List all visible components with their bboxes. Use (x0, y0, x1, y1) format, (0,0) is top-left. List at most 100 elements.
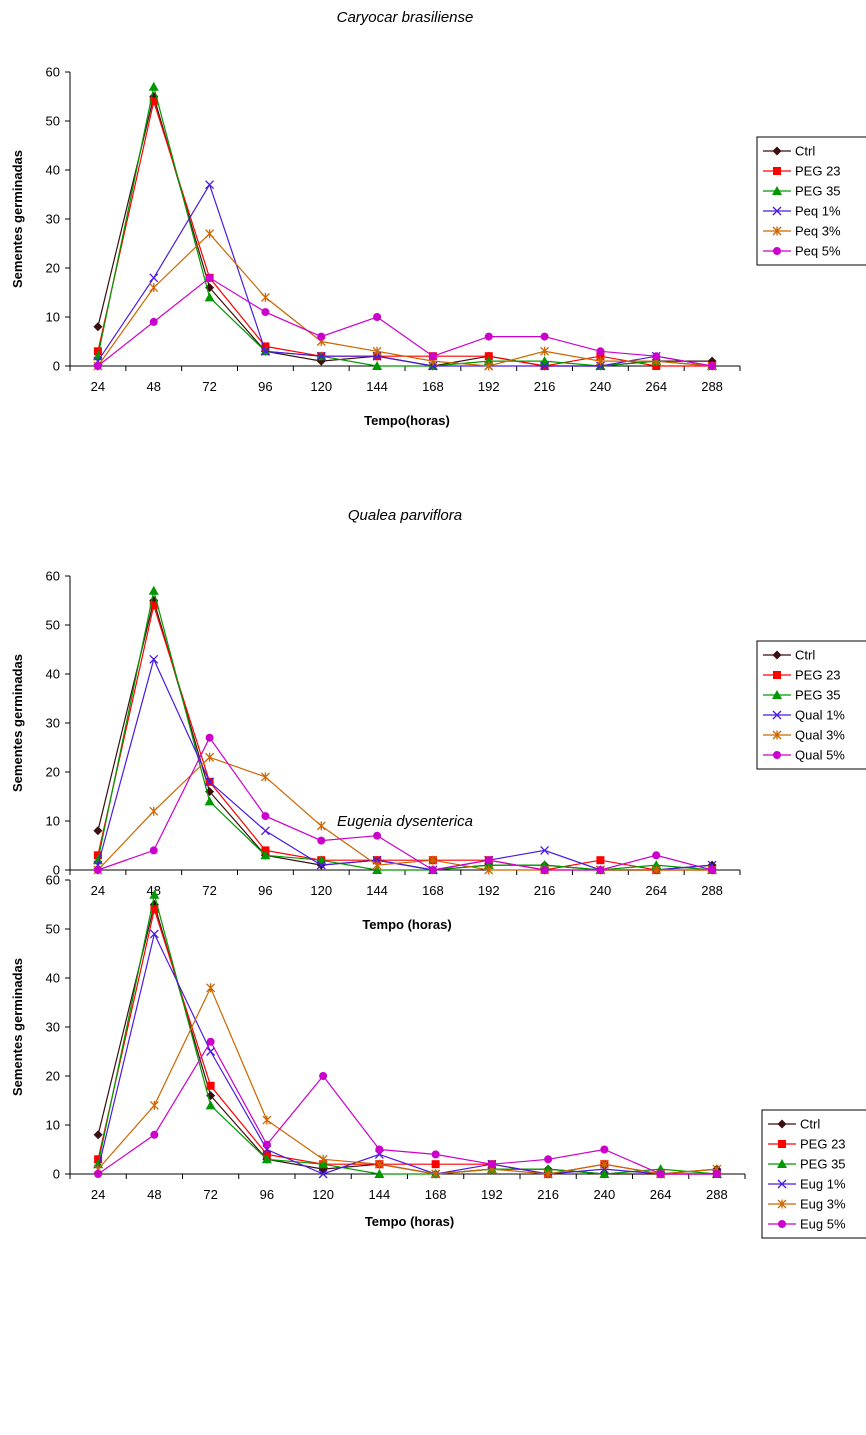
data-point (149, 317, 158, 326)
series-ctrl (93, 900, 722, 1179)
data-point (484, 865, 494, 875)
data-point (93, 322, 103, 332)
data-point (373, 831, 382, 840)
x-axis-label: Tempo(horas) (364, 413, 450, 428)
x-tick-label: 216 (534, 379, 556, 394)
legend: Ctrl PEG 23 PEG 35 Qual 1% Qual 3% Qual 5% (756, 640, 866, 770)
data-point (149, 654, 159, 664)
data-point (652, 362, 661, 370)
data-point (600, 1145, 609, 1154)
data-point (544, 1155, 553, 1164)
legend: Ctrl PEG 23 PEG 35 Peq 1% Peq 3% Peq 5% (756, 136, 866, 266)
series-line (97, 736, 713, 871)
data-point (540, 332, 549, 341)
x-tick-label: 120 (312, 1187, 334, 1202)
legend-label: PEG 35 (800, 1157, 846, 1172)
data-point (712, 1170, 721, 1178)
y-tick-label: 0 (53, 359, 60, 374)
data-point (372, 361, 383, 370)
chart-title: Qualea parviflora (348, 507, 462, 524)
series-eug-1 (93, 929, 722, 1179)
data-point (595, 356, 605, 366)
legend-label: Peq 1% (795, 204, 841, 219)
data-point (261, 1154, 272, 1164)
data-point (149, 889, 160, 899)
data-point (652, 851, 661, 860)
series-line (97, 986, 717, 1175)
data-point (206, 1047, 216, 1056)
legend-marker (777, 1199, 787, 1209)
x-tick-label: 72 (202, 883, 216, 898)
data-point (205, 733, 214, 742)
y-tick-label: 60 (46, 569, 60, 584)
data-point (261, 308, 270, 317)
data-point (487, 1160, 496, 1169)
legend-label: PEG 23 (795, 164, 841, 179)
data-point (596, 352, 605, 361)
x-tick-label: 240 (590, 379, 612, 394)
y-axis-label: Sementes germinadas (10, 958, 25, 1096)
data-point (206, 1081, 215, 1090)
x-tick-label: 216 (537, 1187, 559, 1202)
data-point (428, 352, 437, 361)
y-tick-label: 60 (46, 65, 60, 80)
legend-marker (772, 710, 782, 720)
legend-marker (773, 247, 781, 255)
x-tick-label: 240 (590, 883, 612, 898)
legend-label: PEG 35 (795, 688, 841, 703)
x-tick-label: 144 (369, 1187, 391, 1202)
x-tick-label: 264 (650, 1187, 672, 1202)
legend-box (756, 640, 866, 770)
series-line (97, 657, 713, 871)
series-line (97, 94, 713, 367)
legend-marker (773, 167, 781, 175)
data-point (318, 1169, 328, 1179)
series-line (97, 86, 713, 367)
x-tick-label: 96 (260, 1187, 274, 1202)
x-tick-label: 120 (310, 883, 332, 898)
x-axis-label: Tempo (horas) (365, 1214, 454, 1229)
legend-marker (777, 1179, 787, 1189)
series-line (97, 932, 717, 1175)
y-tick-label: 50 (46, 922, 60, 937)
data-point (596, 866, 605, 874)
data-point (149, 601, 158, 610)
series-peg-35 (92, 81, 718, 370)
legend-label: Ctrl (800, 1117, 820, 1132)
x-tick-label: 48 (147, 1187, 161, 1202)
x-tick-label: 288 (706, 1187, 728, 1202)
legend-label: Qual 5% (795, 748, 845, 763)
data-point (540, 845, 550, 855)
data-point (260, 850, 271, 860)
series-line (97, 756, 713, 871)
data-point (93, 866, 102, 874)
data-point (204, 796, 215, 806)
legend: Ctrl PEG 23 PEG 35 Eug 1% Eug 3% Eug 5% (761, 1109, 866, 1239)
data-point (150, 1130, 159, 1139)
chart-2: Qualea parviflora 0 10 20 30 40 50 60 24 48 72 96 12… (10, 507, 866, 932)
x-tick-label: 24 (91, 379, 105, 394)
data-point (651, 865, 661, 875)
series-qual-1 (93, 654, 717, 875)
series-qual-5 (93, 733, 717, 874)
y-tick-label: 40 (46, 971, 60, 986)
data-point (149, 846, 158, 855)
series-line (97, 894, 717, 1175)
y-tick-label: 30 (46, 716, 60, 731)
data-point (540, 361, 550, 371)
x-tick-label: 48 (147, 379, 161, 394)
data-point (484, 332, 493, 341)
y-tick-label: 0 (53, 1167, 60, 1182)
series-eug-5 (94, 1037, 721, 1178)
data-point (149, 273, 159, 283)
x-tick-label: 24 (91, 1187, 105, 1202)
x-tick-label: 216 (534, 883, 556, 898)
data-point (262, 1140, 271, 1149)
data-point (596, 856, 605, 865)
legend-label: Eug 5% (800, 1217, 846, 1232)
data-point (372, 346, 382, 356)
data-point (708, 362, 717, 370)
x-tick-label: 72 (203, 1187, 217, 1202)
series-line (97, 907, 717, 1175)
